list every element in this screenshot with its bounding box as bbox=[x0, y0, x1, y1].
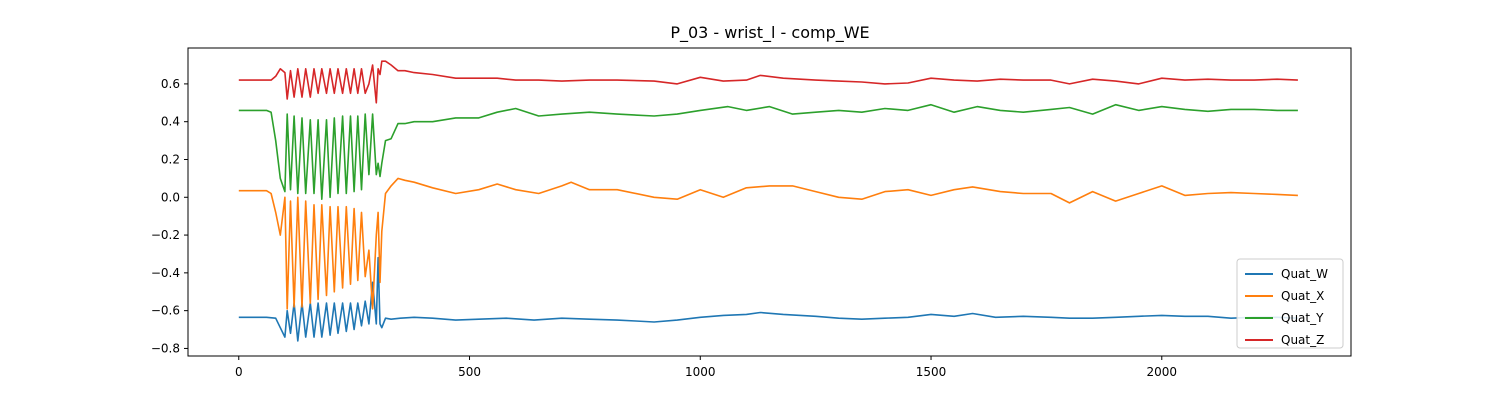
y-tick-label: −0.6 bbox=[151, 304, 180, 318]
plot-lines bbox=[238, 60, 1298, 342]
x-tick-label: 500 bbox=[458, 365, 481, 379]
y-tick-label: 0.0 bbox=[161, 190, 180, 204]
series-line-quat-y bbox=[238, 103, 1298, 200]
x-tick-label: 1500 bbox=[916, 365, 947, 379]
y-tick-label: −0.8 bbox=[151, 341, 180, 355]
series-line-quat-x bbox=[238, 177, 1298, 310]
y-tick-label: 0.4 bbox=[161, 115, 180, 129]
series-line-quat-w bbox=[238, 256, 1298, 342]
legend-box bbox=[1236, 258, 1344, 349]
plot-frame bbox=[187, 47, 1352, 357]
series-line-quat-z bbox=[238, 60, 1298, 104]
legend-label: Quat_Z bbox=[1281, 333, 1324, 347]
legend: Quat_W Quat_X Quat_Y Quat_Z bbox=[1236, 258, 1344, 349]
legend-label: Quat_X bbox=[1281, 289, 1324, 303]
x-tick-label: 1000 bbox=[685, 365, 716, 379]
x-tick-label: 2000 bbox=[1147, 365, 1178, 379]
chart-title: P_03 - wrist_l - comp_WE bbox=[670, 23, 870, 42]
y-tick-label: 0.2 bbox=[161, 152, 180, 166]
legend-label: Quat_W bbox=[1281, 267, 1328, 281]
legend-label: Quat_Y bbox=[1281, 311, 1324, 325]
y-axis: −0.8 −0.6 −0.4 −0.2 0.0 0.2 0.4 0.6 bbox=[151, 77, 188, 355]
y-tick-label: 0.6 bbox=[161, 77, 180, 91]
x-axis: 0 500 1000 1500 2000 bbox=[235, 356, 1177, 379]
x-tick-label: 0 bbox=[235, 365, 243, 379]
y-tick-label: −0.4 bbox=[151, 266, 180, 280]
y-tick-label: −0.2 bbox=[151, 228, 180, 242]
